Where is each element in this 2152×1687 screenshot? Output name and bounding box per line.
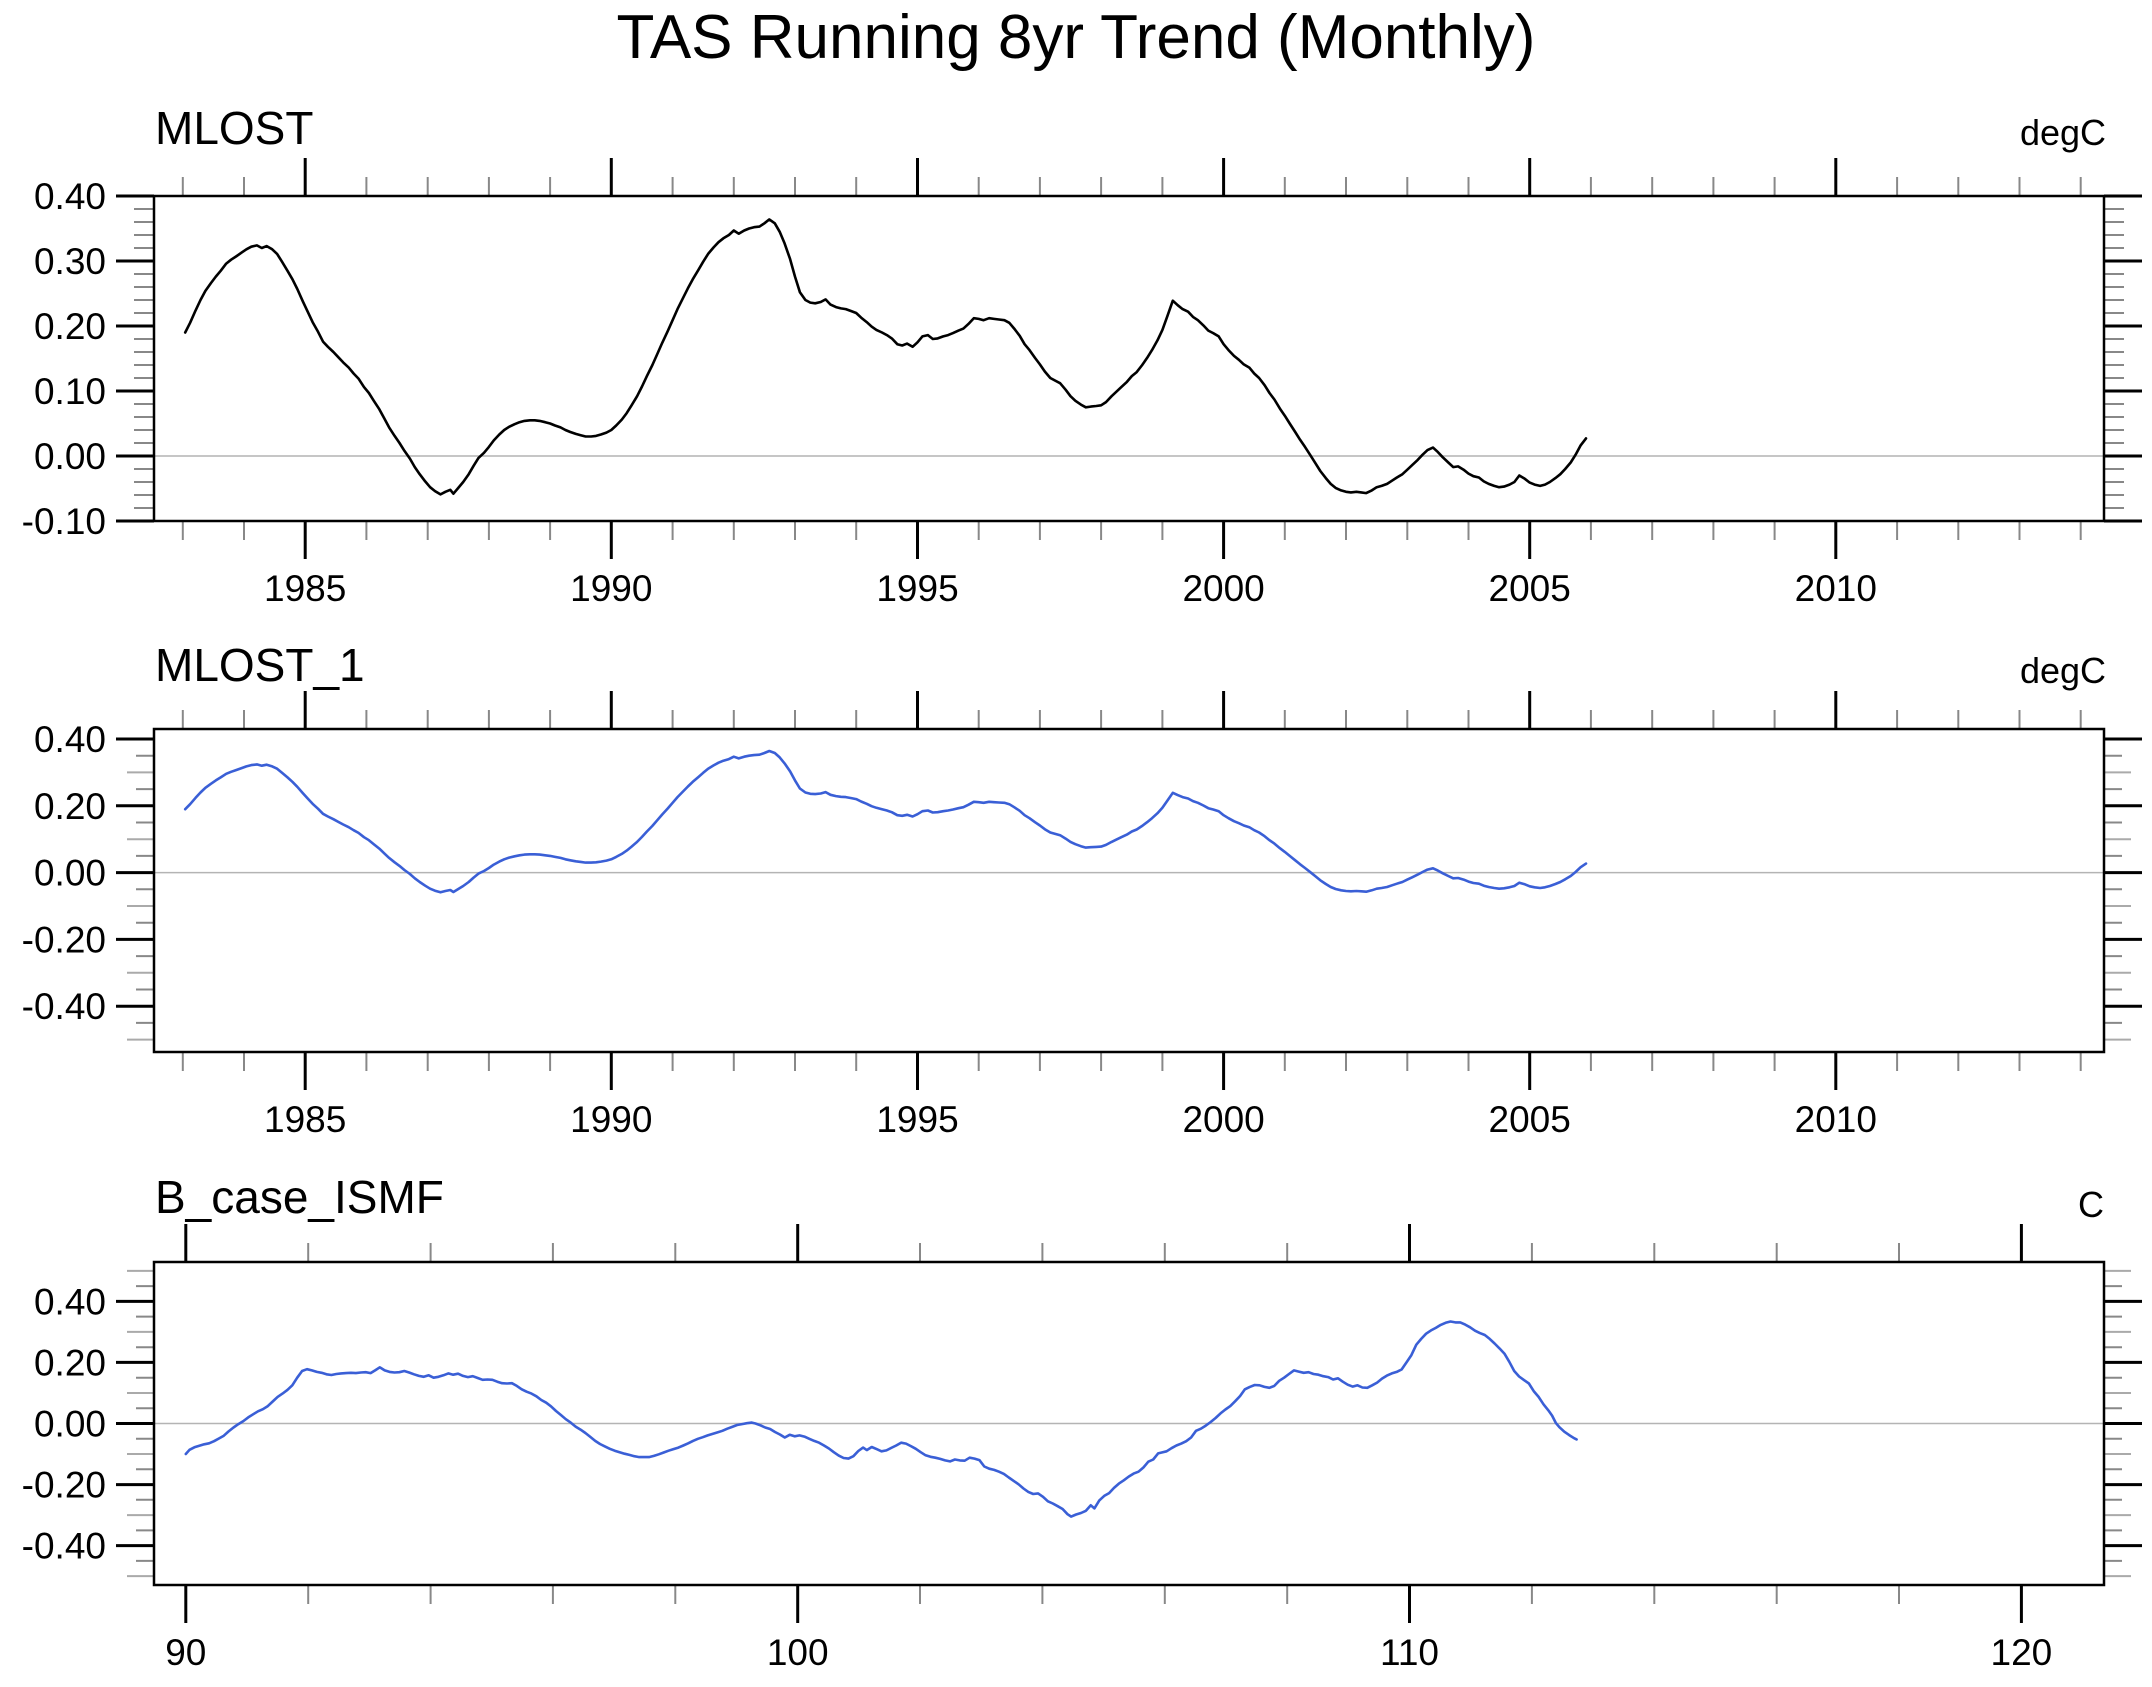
x-tick-label: 110 <box>1380 1632 1439 1673</box>
y-tick-label: 0.40 <box>34 719 106 760</box>
y-tick-label: 0.20 <box>34 306 106 347</box>
panel-3-title: B_case_ISMF <box>155 1171 444 1223</box>
y-tick-label: -0.20 <box>22 1465 106 1506</box>
chart-title: TAS Running 8yr Trend (Monthly) <box>616 3 1536 72</box>
y-tick-label: 0.20 <box>34 1342 106 1383</box>
panel-2-unit-label: degC <box>2019 650 2106 691</box>
y-tick-label: -0.20 <box>22 919 106 960</box>
y-tick-label: 0.10 <box>34 371 106 412</box>
panel-2-title: MLOST_1 <box>155 639 365 691</box>
panel-3-unit-label: C <box>2078 1184 2104 1225</box>
x-tick-label: 100 <box>767 1632 829 1673</box>
y-tick-label: 0.40 <box>34 1281 106 1322</box>
y-tick-label: -0.10 <box>22 501 106 542</box>
series-line-MLOST_1 <box>183 749 1588 894</box>
series-line-MLOST <box>183 218 1588 496</box>
panel-2-plot: 0.40 0.20 0.00 -0.20 -0.40 1985 1990 1995 2000 20… <box>22 691 2142 1140</box>
plot-frame <box>152 1260 2106 1587</box>
panel-1-title: MLOST <box>155 102 314 154</box>
x-tick-label: 1985 <box>264 568 346 609</box>
x-tick-label: 2010 <box>1795 568 1877 609</box>
x-tick-label: 2005 <box>1489 1099 1571 1140</box>
panel-3-plot: 0.40 0.20 0.00 -0.20 -0.40 90 100 110 120 <box>22 1224 2142 1673</box>
y-tick-label: -0.40 <box>22 1526 106 1567</box>
x-tick-label: 120 <box>1991 1632 2053 1673</box>
x-tick-label: 2000 <box>1182 568 1264 609</box>
x-tick-label: 1995 <box>876 1099 958 1140</box>
panel-1-unit-label: degC <box>2019 112 2106 153</box>
plot-frame <box>152 194 2106 523</box>
x-tick-label: 1990 <box>570 568 652 609</box>
y-tick-label: 0.30 <box>34 241 106 282</box>
plot-frame <box>152 727 2106 1054</box>
x-tick-label: 1985 <box>264 1099 346 1140</box>
y-tick-label: 0.00 <box>34 1404 106 1445</box>
y-tick-label: -0.40 <box>22 986 106 1027</box>
x-tick-label: 2005 <box>1489 568 1571 609</box>
y-tick-label: 0.00 <box>34 853 106 894</box>
x-tick-label: 2000 <box>1182 1099 1264 1140</box>
panel-1-plot: 0.40 0.30 0.20 0.10 0.00 -0.10 1985 1990 1995 200… <box>22 158 2142 609</box>
y-tick-label: 0.00 <box>34 436 106 477</box>
x-tick-label: 90 <box>165 1632 206 1673</box>
y-tick-label: 0.40 <box>34 176 106 217</box>
x-tick-label: 2010 <box>1795 1099 1877 1140</box>
series-line-B_case_ISMF <box>184 1320 1578 1518</box>
x-tick-label: 1990 <box>570 1099 652 1140</box>
x-tick-label: 1995 <box>876 568 958 609</box>
y-tick-label: 0.20 <box>34 786 106 827</box>
